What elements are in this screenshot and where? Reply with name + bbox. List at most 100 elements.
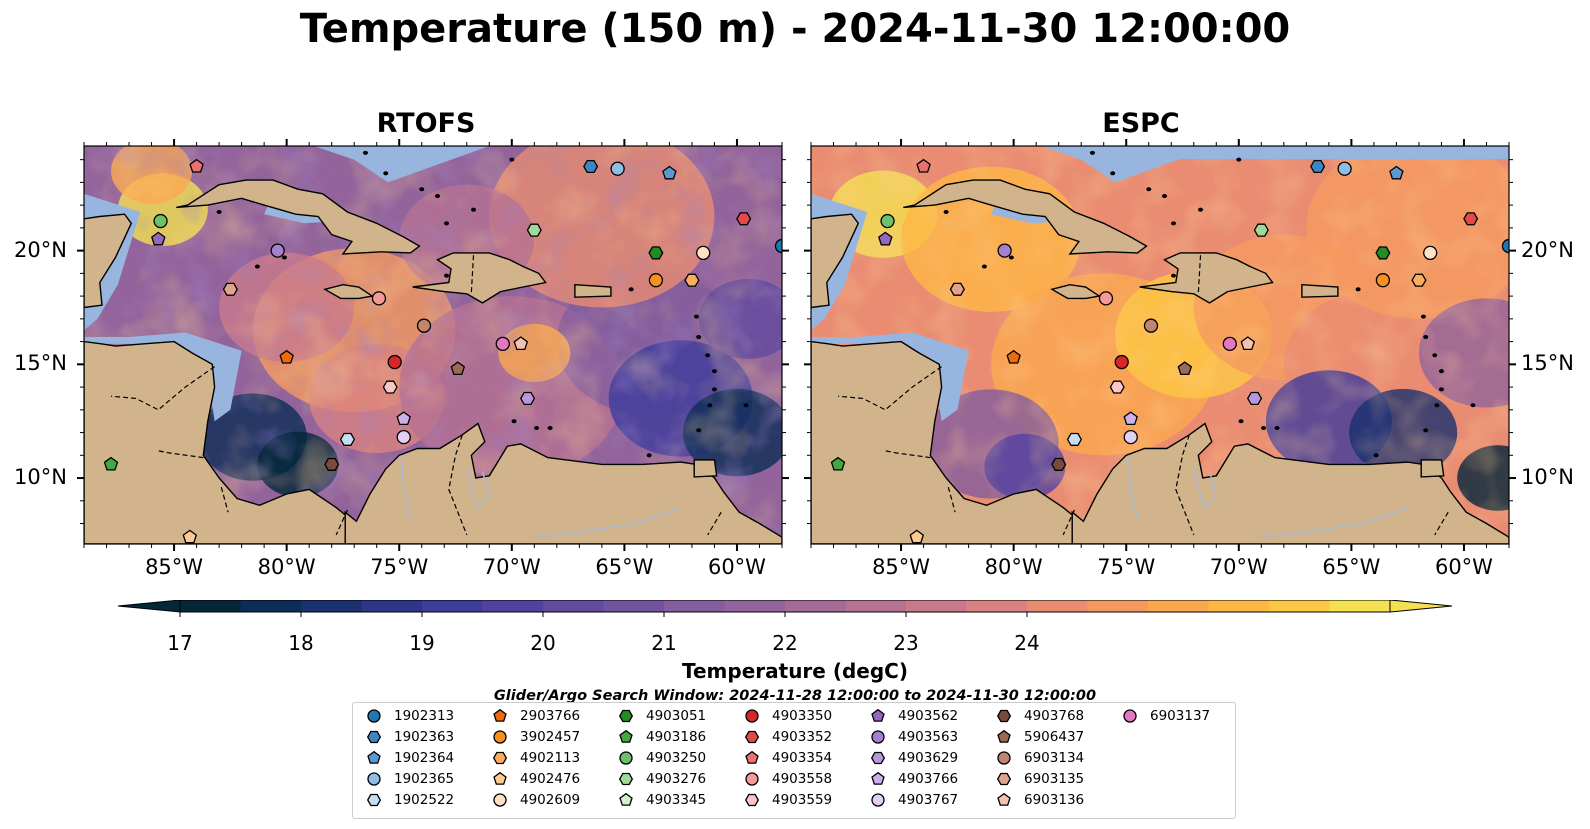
lat-label-left: 15°N	[14, 351, 67, 376]
pentagon-marker-icon	[619, 729, 633, 743]
station-1902364[interactable]	[1389, 165, 1404, 180]
station-6903134[interactable]	[1143, 318, 1159, 333]
hexagon-marker-icon	[618, 709, 634, 723]
shallow-shelf	[84, 332, 242, 422]
station-1902522[interactable]	[339, 432, 356, 446]
station-6903135[interactable]	[949, 282, 965, 296]
station-5906437[interactable]	[1177, 361, 1193, 376]
legend-item: 4902609	[491, 790, 580, 810]
legend-label: 1902522	[394, 792, 455, 808]
station-4903767[interactable]	[1123, 429, 1138, 445]
station-4902476[interactable]	[182, 529, 198, 544]
station-4903558[interactable]	[1098, 291, 1114, 306]
pentagon-marker-icon	[997, 792, 1011, 806]
colorbar-segment	[1148, 600, 1209, 612]
station-4903562[interactable]	[151, 231, 166, 246]
no-data-strip	[1116, 146, 1509, 159]
station-4903563[interactable]	[270, 243, 285, 258]
station-4903250[interactable]	[153, 213, 168, 229]
hexagon-marker-icon	[996, 709, 1012, 723]
station-3902457[interactable]	[1375, 273, 1391, 288]
station-4903768[interactable]	[1051, 457, 1067, 471]
island	[646, 453, 652, 458]
map-frame	[810, 145, 1510, 545]
station-6903136[interactable]	[513, 336, 529, 351]
colorbar-segment	[422, 600, 483, 612]
lon-label: 80°W	[984, 555, 1043, 579]
station-6903134[interactable]	[416, 318, 432, 333]
island	[216, 209, 222, 214]
station-6903137[interactable]	[1222, 336, 1237, 352]
station-1902364[interactable]	[662, 165, 677, 180]
colorbar-segment	[906, 600, 967, 612]
station-4903354[interactable]	[189, 158, 204, 173]
station-4903276[interactable]	[526, 223, 542, 237]
station-4902476[interactable]	[909, 529, 925, 544]
lon-label: 60°W	[707, 555, 766, 579]
island	[696, 428, 702, 433]
station-3902457[interactable]	[648, 273, 664, 288]
land	[1301, 283, 1339, 298]
hexagon-marker-icon	[870, 751, 886, 765]
station-6903135[interactable]	[222, 282, 238, 296]
station-1902313[interactable]	[774, 238, 789, 254]
station-4903350[interactable]	[387, 354, 402, 370]
station-4903559[interactable]	[382, 380, 398, 394]
legend-label: 6903134	[1024, 750, 1085, 766]
river	[1127, 455, 1139, 520]
station-2903766[interactable]	[1006, 349, 1021, 364]
station-4903562[interactable]	[878, 231, 893, 246]
station-4903558[interactable]	[371, 291, 387, 306]
station-5906437[interactable]	[450, 361, 466, 376]
legend-item: 4903186	[617, 727, 706, 747]
colorbar-segment	[361, 600, 423, 612]
station-1902363[interactable]	[583, 159, 599, 174]
station-4903354[interactable]	[916, 158, 931, 173]
legend-label: 4902113	[520, 750, 581, 766]
legend-item: 1902522	[365, 790, 454, 810]
station-4903350[interactable]	[1114, 354, 1129, 370]
station-4902609[interactable]	[696, 245, 711, 261]
colorbar-segment	[240, 600, 302, 612]
station-1902365[interactable]	[1337, 161, 1352, 176]
legend-item: 4903767	[869, 790, 958, 810]
station-4903352[interactable]	[1463, 212, 1479, 226]
station-4903766[interactable]	[1123, 411, 1138, 426]
station-6903136[interactable]	[1240, 336, 1256, 351]
legend-item: 4903345	[617, 790, 706, 810]
station-4903768[interactable]	[324, 457, 340, 471]
station-6903137[interactable]	[495, 336, 510, 352]
station-4903250[interactable]	[880, 213, 895, 229]
legend-item: 5906437	[995, 727, 1084, 747]
station-4903767[interactable]	[396, 429, 411, 445]
station-4903766[interactable]	[396, 411, 411, 426]
island	[1110, 171, 1116, 176]
station-4903276[interactable]	[1253, 223, 1269, 237]
station-4903563[interactable]	[997, 243, 1012, 258]
station-4902113[interactable]	[1411, 273, 1427, 287]
circle-marker-icon	[745, 772, 759, 786]
country-border	[837, 366, 942, 411]
station-4903629[interactable]	[1246, 391, 1263, 406]
station-4903051[interactable]	[648, 246, 664, 260]
station-4903629[interactable]	[519, 391, 536, 406]
country-border	[885, 450, 931, 459]
station-1902363[interactable]	[1310, 159, 1326, 174]
legend-item: 6903135	[995, 769, 1084, 789]
lat-label-right: 10°N	[1521, 465, 1574, 490]
island	[1261, 426, 1267, 431]
station-1902313[interactable]	[1501, 238, 1516, 254]
station-4902113[interactable]	[684, 273, 700, 287]
station-1902522[interactable]	[1066, 432, 1083, 446]
land	[412, 252, 547, 304]
station-1902365[interactable]	[610, 161, 625, 176]
legend-item: 4903562	[869, 706, 958, 726]
hexagon-marker-icon	[618, 772, 634, 786]
station-4903352[interactable]	[736, 212, 752, 226]
station-4902609[interactable]	[1423, 245, 1438, 261]
station-4903186[interactable]	[830, 456, 846, 471]
station-4903051[interactable]	[1375, 246, 1391, 260]
station-2903766[interactable]	[279, 349, 294, 364]
station-4903186[interactable]	[103, 456, 119, 471]
station-4903559[interactable]	[1109, 380, 1125, 394]
